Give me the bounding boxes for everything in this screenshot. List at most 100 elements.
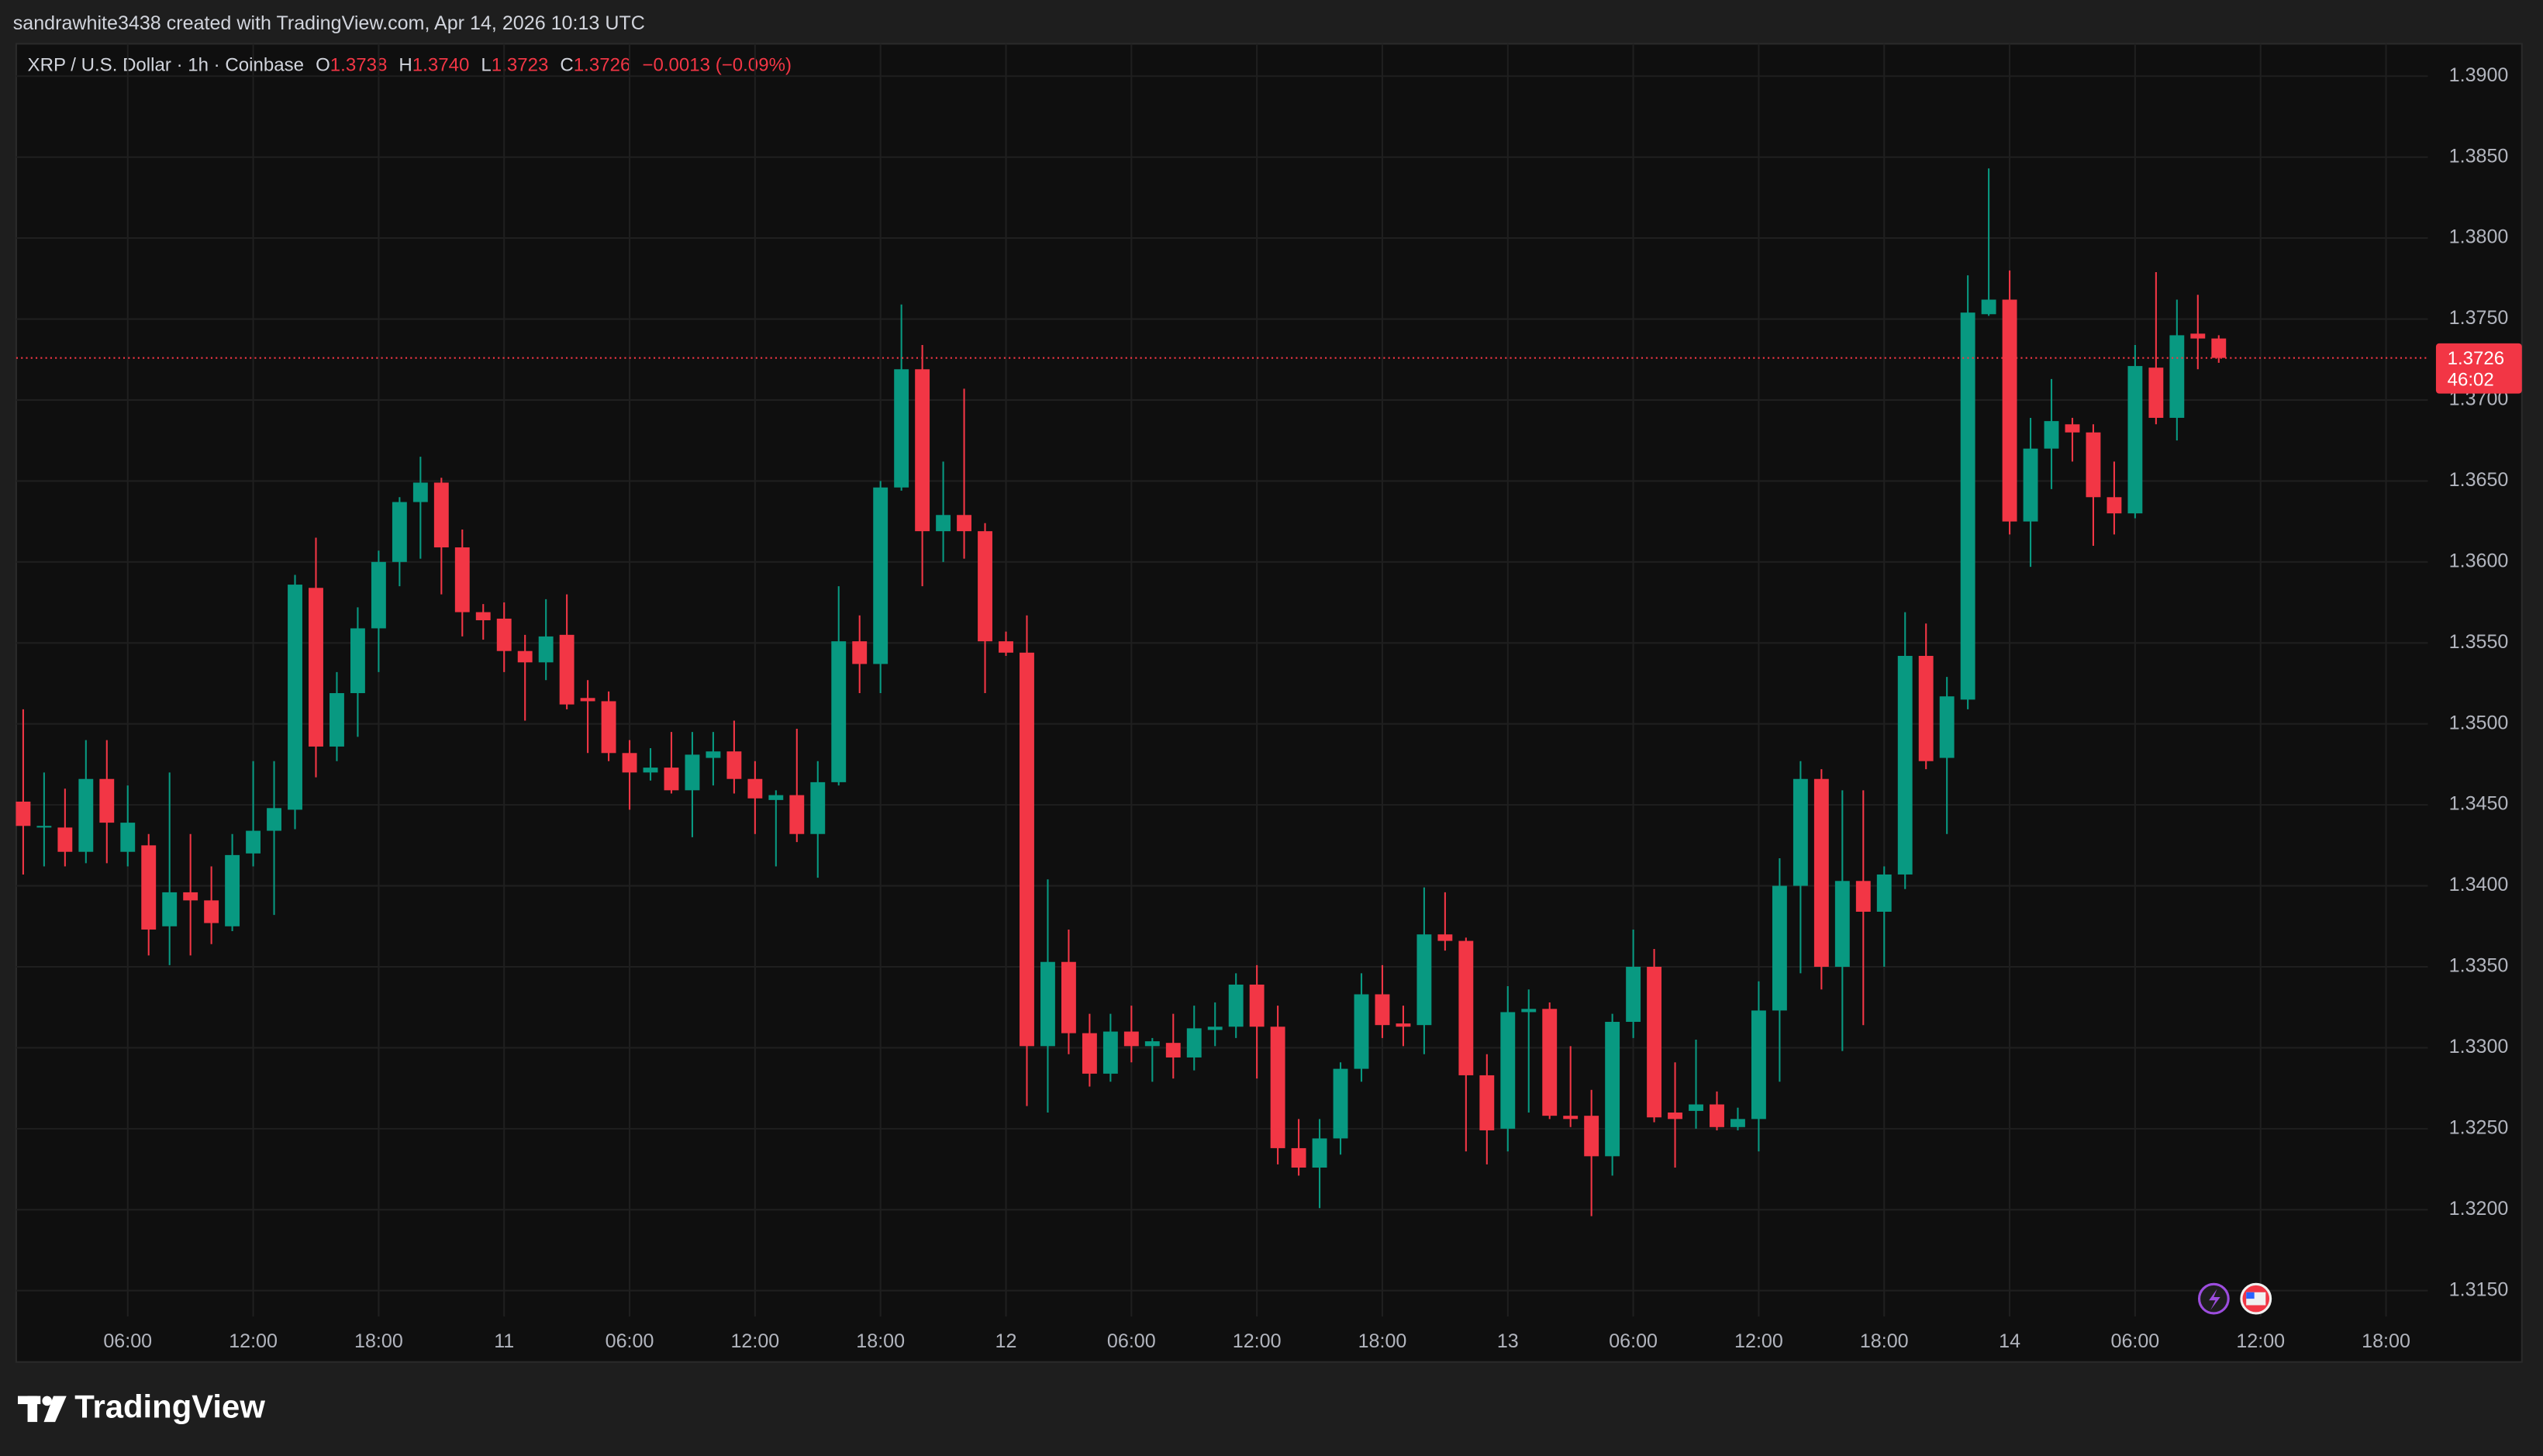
x-tick-label: 12:00 bbox=[730, 1330, 779, 1352]
candle-body bbox=[1354, 994, 1369, 1069]
candle-body bbox=[2086, 432, 2101, 498]
candle-body bbox=[789, 795, 805, 834]
candle-body bbox=[1312, 1138, 1327, 1168]
candle-body bbox=[267, 808, 281, 831]
candle-body bbox=[2169, 335, 2185, 418]
candle-body bbox=[559, 634, 575, 705]
x-tick-label: 06:00 bbox=[2111, 1330, 2160, 1352]
y-tick-label: 1.3550 bbox=[2449, 631, 2509, 653]
x-tick-label: 18:00 bbox=[1860, 1330, 1909, 1352]
candle-body bbox=[1396, 1023, 1411, 1027]
y-tick-label: 1.3400 bbox=[2449, 874, 2509, 895]
candle-body bbox=[1981, 299, 1996, 315]
candle-body bbox=[1897, 655, 1913, 875]
candle-body bbox=[643, 768, 658, 773]
close-value: 1.3726 bbox=[574, 55, 631, 76]
candle-body bbox=[1793, 778, 1808, 886]
candle-body bbox=[1668, 1112, 1682, 1120]
close-label: C bbox=[560, 55, 573, 76]
x-tick-label: 14 bbox=[1999, 1330, 2020, 1352]
y-tick-label: 1.3300 bbox=[2449, 1036, 2509, 1057]
candle-body bbox=[831, 641, 847, 782]
candle-body bbox=[183, 892, 198, 901]
x-tick-label: 18:00 bbox=[856, 1330, 905, 1352]
candle-body bbox=[768, 795, 784, 800]
x-tick-label: 06:00 bbox=[103, 1330, 152, 1352]
brand-logo bbox=[18, 1396, 67, 1423]
candle-body bbox=[936, 515, 951, 532]
candle-body bbox=[517, 650, 533, 663]
change: −0.0013 (−0.09%) bbox=[642, 55, 792, 76]
candle-body bbox=[2023, 448, 2038, 522]
candle-body bbox=[36, 826, 52, 828]
logo-stem bbox=[27, 1396, 38, 1423]
candle-body bbox=[747, 778, 763, 799]
candle-body bbox=[2148, 367, 2164, 418]
candle-body bbox=[371, 561, 386, 629]
x-tick-label: 12:00 bbox=[1734, 1330, 1783, 1352]
x-tick-label: 06:00 bbox=[1107, 1330, 1156, 1352]
candle-body bbox=[601, 701, 616, 754]
candle-body bbox=[204, 900, 219, 923]
y-tick-label: 1.3600 bbox=[2449, 550, 2509, 571]
candle-body bbox=[873, 487, 888, 664]
y-tick-label: 1.3900 bbox=[2449, 64, 2509, 86]
high-value: 1.3740 bbox=[412, 55, 470, 76]
x-tick-label: 12:00 bbox=[1233, 1330, 1282, 1352]
logo-slash bbox=[43, 1396, 67, 1423]
low-value: 1.3723 bbox=[492, 55, 549, 76]
brand-name: TradingView bbox=[74, 1388, 265, 1424]
candle-body bbox=[57, 827, 73, 852]
candle-body bbox=[350, 628, 365, 694]
candle-body bbox=[706, 751, 721, 758]
candle-body bbox=[810, 781, 826, 834]
x-tick-label: 06:00 bbox=[1609, 1330, 1658, 1352]
candle-body bbox=[1647, 966, 1662, 1118]
x-tick-label: 13 bbox=[1497, 1330, 1519, 1352]
y-tick-label: 1.3150 bbox=[2449, 1278, 2509, 1300]
y-tick-label: 1.3450 bbox=[2449, 793, 2509, 815]
candle-body bbox=[2127, 366, 2143, 514]
candle-body bbox=[580, 698, 595, 702]
candle-body bbox=[1605, 1022, 1620, 1157]
candle-body bbox=[1626, 966, 1641, 1023]
candle-body bbox=[475, 612, 491, 621]
candle-body bbox=[852, 641, 868, 664]
candle-body bbox=[1102, 1031, 1118, 1074]
candle-body bbox=[454, 547, 470, 612]
candle-body bbox=[1479, 1075, 1495, 1130]
y-tick-label: 1.3750 bbox=[2449, 307, 2509, 329]
x-tick-label: 18:00 bbox=[2362, 1330, 2410, 1352]
last-price-label: 1.3726 bbox=[2448, 348, 2505, 369]
candle-body bbox=[309, 588, 323, 747]
candle-body bbox=[1375, 994, 1390, 1026]
candle-body bbox=[1061, 961, 1076, 1033]
x-tick-label: 06:00 bbox=[606, 1330, 654, 1352]
candle-body bbox=[120, 823, 136, 852]
candle-body bbox=[538, 636, 554, 663]
candle-body bbox=[2107, 497, 2122, 514]
candle-body bbox=[1207, 1026, 1223, 1030]
last-price-box bbox=[2435, 343, 2522, 394]
candle-body bbox=[1165, 1043, 1181, 1057]
x-tick-label: 18:00 bbox=[1358, 1330, 1407, 1352]
candle-body bbox=[433, 482, 449, 548]
candle-body bbox=[1082, 1033, 1097, 1074]
lightning-glyph bbox=[2209, 1289, 2220, 1310]
candle-body bbox=[726, 751, 742, 779]
candle-body bbox=[1730, 1119, 1745, 1127]
candle-body bbox=[2211, 338, 2227, 358]
candle-body bbox=[78, 778, 94, 852]
candle-body bbox=[1918, 655, 1934, 761]
candle-body bbox=[894, 369, 909, 488]
candle-body bbox=[1500, 1012, 1516, 1129]
candle-body bbox=[1939, 696, 1955, 758]
x-tick-label: 12:00 bbox=[2236, 1330, 2285, 1352]
candle-body bbox=[1834, 881, 1850, 967]
candle-body bbox=[1563, 1116, 1579, 1120]
candle-body bbox=[1813, 778, 1829, 967]
candle-body bbox=[2190, 333, 2206, 339]
watermark: sandrawhite3438 created with TradingView… bbox=[13, 12, 645, 34]
x-tick-label: 12 bbox=[995, 1330, 1017, 1352]
